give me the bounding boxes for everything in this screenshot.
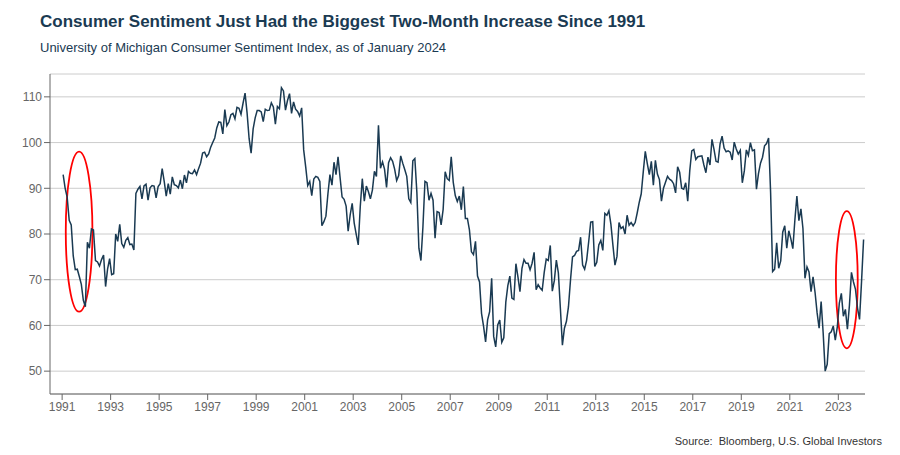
- svg-text:2021: 2021: [776, 400, 803, 414]
- svg-text:2001: 2001: [291, 400, 318, 414]
- svg-text:1993: 1993: [97, 400, 124, 414]
- svg-text:110: 110: [23, 90, 42, 104]
- svg-text:2015: 2015: [631, 400, 658, 414]
- svg-text:1991: 1991: [49, 400, 76, 414]
- svg-text:90: 90: [29, 182, 43, 196]
- html-text:Source: Bloomberg, U.S. Global: Source: Bloomberg, U.S. Global Investors: [674, 435, 882, 447]
- svg-text:2011: 2011: [534, 400, 560, 414]
- svg-text:2013: 2013: [582, 400, 609, 414]
- html-text:University of Michigan Consume: University of Michigan Consumer Sentimen…: [40, 40, 447, 55]
- svg-text:2003: 2003: [340, 400, 367, 414]
- svg-text:100: 100: [22, 136, 42, 150]
- html-text:Consumer Sentiment Just Had th: Consumer Sentiment Just Had the Biggest …: [40, 12, 646, 31]
- svg-text:2007: 2007: [437, 400, 464, 414]
- svg-text:80: 80: [29, 227, 43, 241]
- svg-text:1997: 1997: [194, 400, 221, 414]
- svg-text:2009: 2009: [485, 400, 512, 414]
- svg-text:1995: 1995: [146, 400, 173, 414]
- svg-text:60: 60: [29, 319, 43, 333]
- svg-text:2023: 2023: [825, 400, 852, 414]
- svg-text:70: 70: [29, 273, 43, 287]
- svg-text:2019: 2019: [728, 400, 755, 414]
- svg-text:2017: 2017: [679, 400, 706, 414]
- svg-text:1999: 1999: [243, 400, 270, 414]
- svg-text:50: 50: [29, 364, 43, 378]
- svg-text:2005: 2005: [388, 400, 415, 414]
